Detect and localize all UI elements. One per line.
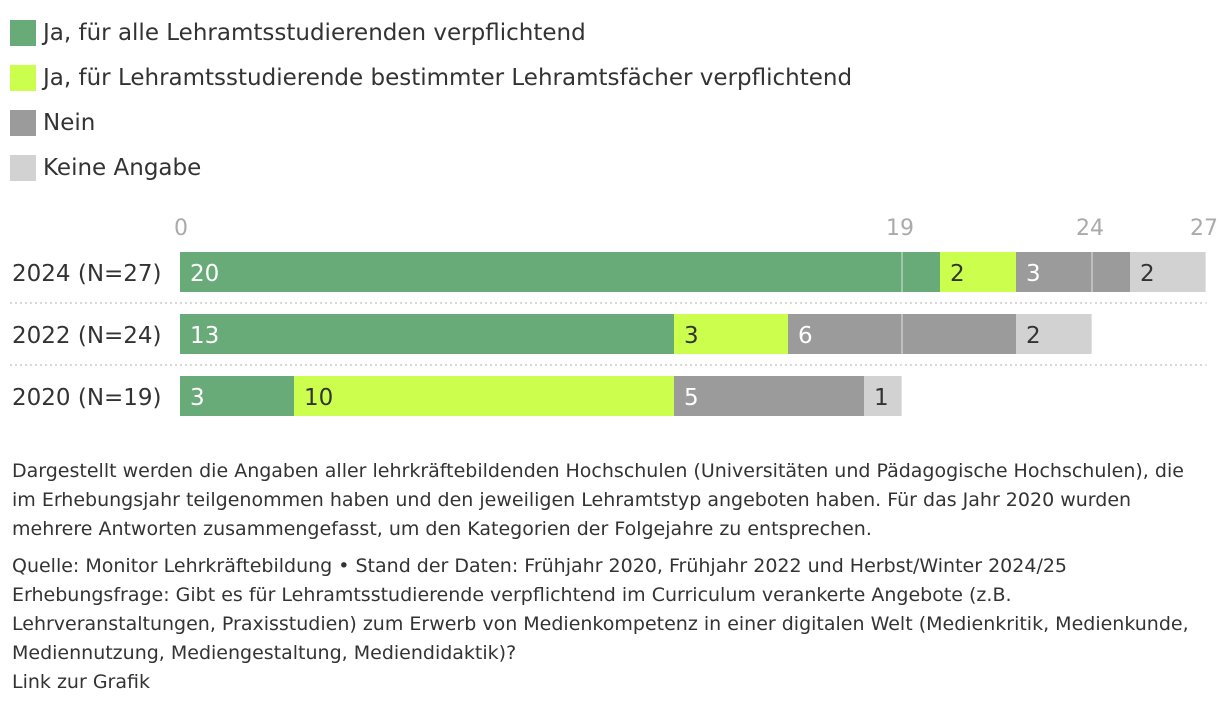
bar-segment [180,252,940,292]
x-tick-label: 24 [1076,216,1104,241]
bar-segment [864,376,902,416]
legend-swatch [10,109,36,136]
data-label: 3 [1026,261,1041,287]
bar-segment [1130,252,1206,292]
data-label: 2 [1026,323,1041,349]
legend-label: Nein [43,109,96,136]
legend-swatch [10,154,36,181]
legend: Ja, für alle Lehramtsstudierenden verpfl… [10,10,852,190]
bar-segment [180,376,294,416]
chart-link[interactable]: Link zur Grafik [12,671,150,693]
legend-item-some-subjects-mandatory: Ja, für Lehramtsstudierende bestimmter L… [10,55,852,100]
legend-swatch [10,64,36,91]
legend-item-no: Nein [10,100,852,145]
category-label: 2024 (N=27) [12,261,162,287]
bar-segment [1016,252,1130,292]
data-label: 2 [950,261,965,287]
legend-label: Ja, für alle Lehramtsstudierenden verpfl… [43,19,586,46]
x-tick-label: 19 [886,216,914,241]
category-label: 2020 (N=19) [12,385,162,411]
data-label: 5 [684,385,699,411]
bar-segment [674,314,788,354]
data-label: 10 [304,385,333,411]
bar-segment [1016,314,1092,354]
legend-item-all-mandatory: Ja, für alle Lehramtsstudierenden verpfl… [10,10,852,55]
legend-label: Keine Angabe [43,154,202,181]
legend-swatch [10,19,36,46]
bar-segment [294,376,674,416]
bar-segment [180,314,674,354]
legend-item-no-answer: Keine Angabe [10,145,852,190]
data-label: 3 [190,385,205,411]
x-tick-label: 27 [1190,216,1218,241]
bar-segment [674,376,864,416]
data-label: 13 [190,323,219,349]
category-label: 2022 (N=24) [12,323,162,349]
footnote: Dargestellt werden die Angaben aller leh… [12,457,1212,697]
legend-label: Ja, für Lehramtsstudierende bestimmter L… [43,64,853,91]
data-label: 20 [190,261,219,287]
x-tick-label: 0 [174,216,188,241]
bar-segment [940,252,1016,292]
data-label: 3 [684,323,699,349]
data-label: 1 [874,385,889,411]
footnote-source: Quelle: Monitor Lehrkräftebildung • Stan… [12,555,1068,577]
footnote-description: Dargestellt werden die Angaben aller leh… [12,460,1184,540]
data-label: 2 [1140,261,1155,287]
data-label: 6 [798,323,813,349]
footnote-question: Erhebungsfrage: Gibt es für Lehramtsstud… [12,584,1189,664]
